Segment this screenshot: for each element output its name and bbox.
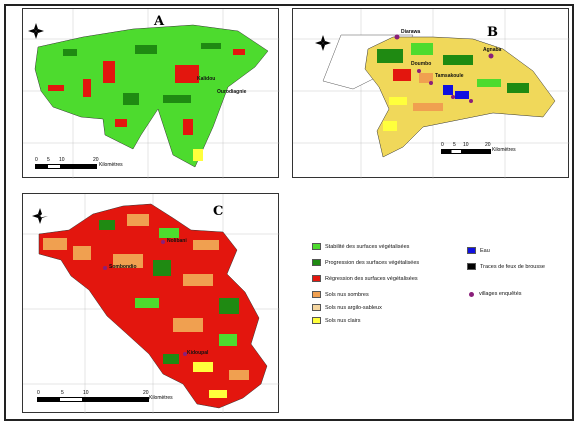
legend-item-stable: Stabilité des surfaces végétalisées [312,243,409,250]
scale-c-10: 10 [83,390,89,396]
legend-swatch [312,275,321,282]
legend-label: Stabilité des surfaces végétalisées [325,243,410,250]
scale-a-10: 10 [59,157,65,163]
scale-b-0: 0 [441,142,444,148]
legend-label: Régression des surfaces végétalisées [325,275,418,282]
scale-a-unit: Kilomètres [99,162,123,168]
scale-a-5: 5 [47,157,50,163]
panel-b-label: B [487,25,498,40]
map-b-patches [377,43,529,131]
map-panel-c: C Nolibani Sombondio Kidoupal 0 5 10 20 … [22,193,280,414]
map-legend: Stabilité des surfaces végétalisées Prog… [312,240,572,330]
place-doumbo: Doumbo [411,61,432,67]
north-arrow [32,208,48,224]
panel-c-label: C [213,204,224,219]
legend-item-fire-traces: Traces de feux de brousse [467,263,545,270]
scale-bar-a [35,164,97,169]
legend-item-villages: villages enquêtés [467,291,522,297]
place-ourodiagnie: Ourodiagnie [217,89,247,95]
panel-a-label: A [154,14,165,29]
legend-label: villages enquêtés [479,291,522,297]
legend-item-regression: Régression des surfaces végétalisées [312,275,418,282]
legend-swatch [312,317,321,324]
legend-swatch [312,304,321,311]
map-a-territory [34,24,269,168]
place-sombondio: Sombondio [109,264,137,270]
map-c-svg [23,194,280,414]
scale-a-0: 0 [35,157,38,163]
scale-bar-b [441,149,491,154]
legend-item-clay-soil: Sols nus argilo-sableux [312,304,382,311]
scale-a-20: 20 [93,157,99,163]
scale-bar-c [37,397,149,402]
scale-c-20: 20 [143,390,149,396]
figure-frame [4,4,574,421]
legend-label: Sols nus sombres [325,291,369,298]
legend-swatch [312,259,321,266]
place-kalidou: Kalidou [197,76,216,82]
map-b-villages [394,34,494,103]
place-nolibani: Nolibani [167,238,187,244]
legend-label: Sols nus clairs [325,317,361,324]
legend-label: Sols nus argilo-sableux [325,304,382,311]
legend-swatch [467,263,476,270]
map-b-svg [293,9,570,179]
map-panel-b: B Diarawa Agnaba Doumbo Tamsakoule 0 5 1… [292,8,570,179]
map-a-svg [23,9,280,179]
north-arrow [28,23,44,39]
place-tamsakoule: Tamsakoule [435,73,464,79]
map-a-patches [48,43,245,161]
scale-c-unit: Kilomètres [149,395,173,401]
legend-item-water: Eau [467,247,490,254]
scale-b-5: 5 [453,142,456,148]
legend-label: Eau [480,247,490,254]
place-kidoupal: Kidoupal [187,350,209,356]
place-diarawa: Diarawa [401,29,421,35]
legend-item-light-soil: Sols nus clairs [312,317,360,324]
legend-swatch [467,247,476,254]
map-c-patches [43,214,249,398]
scale-b-20: 20 [485,142,491,148]
legend-swatch [312,291,321,298]
legend-item-progression: Progression des surfaces végétalisées [312,259,419,266]
scale-b-unit: Kilomètres [492,147,516,153]
legend-item-dark-soil: Sols nus sombres [312,291,369,298]
map-panel-a: A Kalidou Ourodiagnie 0 5 10 20 Kilomètr… [22,8,280,179]
map-c-villages [103,240,187,356]
village-dot-icon [469,291,474,297]
scale-c-0: 0 [37,390,40,396]
legend-label: Progression des surfaces végétalisées [325,259,420,266]
legend-label: Traces de feux de brousse [480,263,545,270]
legend-swatch [312,243,321,250]
scale-c-5: 5 [61,390,64,396]
north-arrow [315,35,331,51]
place-agnaba: Agnaba [483,47,502,53]
scale-b-10: 10 [463,142,469,148]
